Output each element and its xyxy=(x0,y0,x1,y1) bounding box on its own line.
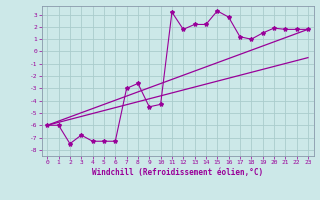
X-axis label: Windchill (Refroidissement éolien,°C): Windchill (Refroidissement éolien,°C) xyxy=(92,168,263,177)
